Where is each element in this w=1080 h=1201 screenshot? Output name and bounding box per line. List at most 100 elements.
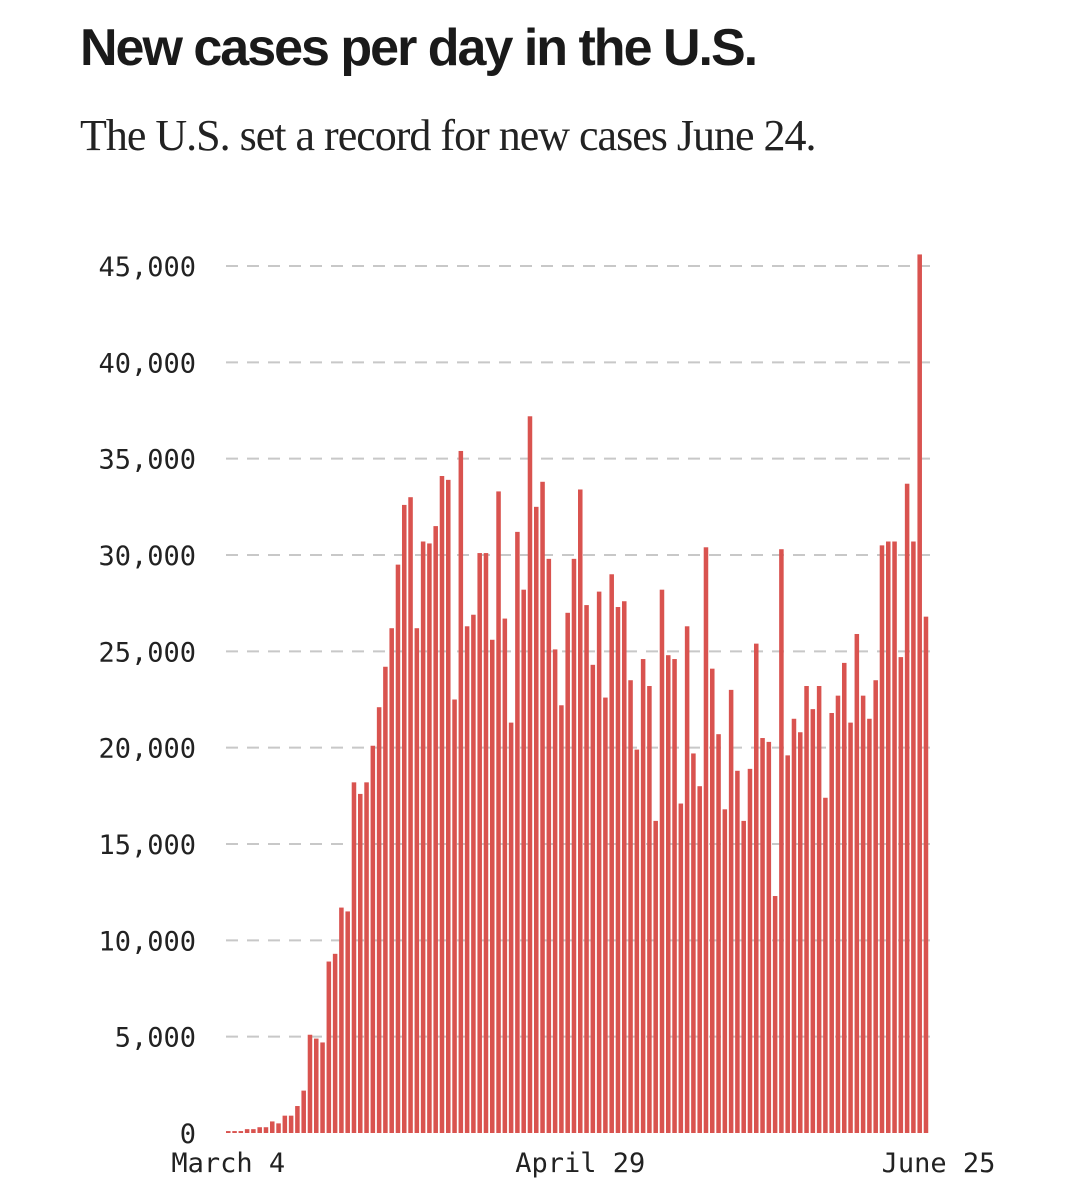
y-tick-label: 20,000 bbox=[98, 734, 196, 765]
bar bbox=[238, 1131, 244, 1133]
bar bbox=[760, 738, 765, 1133]
bar bbox=[251, 1129, 256, 1133]
bar bbox=[546, 558, 552, 1133]
bar bbox=[320, 1042, 325, 1133]
bar bbox=[402, 504, 407, 1133]
bar bbox=[904, 483, 910, 1134]
bar bbox=[596, 591, 602, 1133]
bar bbox=[691, 753, 696, 1133]
bar bbox=[684, 626, 690, 1133]
bar bbox=[276, 1123, 281, 1133]
bar bbox=[527, 416, 533, 1133]
bar bbox=[282, 1115, 288, 1133]
bar bbox=[471, 614, 476, 1133]
bar bbox=[917, 254, 922, 1133]
bar bbox=[270, 1121, 275, 1133]
bar bbox=[703, 547, 709, 1133]
y-tick-label: 30,000 bbox=[98, 541, 196, 572]
bar bbox=[835, 695, 841, 1133]
bar bbox=[395, 564, 401, 1133]
bar bbox=[389, 628, 394, 1133]
bar bbox=[923, 616, 929, 1133]
bar bbox=[452, 699, 457, 1133]
bar bbox=[898, 657, 904, 1133]
bar bbox=[534, 506, 539, 1134]
bar bbox=[603, 697, 608, 1133]
bar bbox=[867, 718, 872, 1133]
bar bbox=[728, 689, 734, 1133]
bar bbox=[622, 601, 627, 1133]
x-axis: March 4 April 29 June 25 bbox=[171, 1148, 995, 1179]
bar bbox=[816, 686, 822, 1133]
bar bbox=[672, 659, 677, 1133]
chart-title: New cases per day in the U.S. bbox=[80, 19, 758, 77]
bar bbox=[741, 820, 746, 1133]
bar bbox=[464, 626, 470, 1133]
y-tick-label: 15,000 bbox=[98, 830, 196, 861]
y-tick-label: 0 bbox=[180, 1119, 196, 1150]
bar bbox=[628, 680, 633, 1133]
bar bbox=[779, 549, 784, 1133]
bar bbox=[766, 741, 772, 1133]
y-tick-label: 35,000 bbox=[98, 445, 196, 476]
bar bbox=[295, 1106, 300, 1133]
bar bbox=[515, 531, 520, 1133]
bar bbox=[666, 655, 671, 1133]
bars-layer bbox=[226, 254, 929, 1134]
bar bbox=[496, 491, 501, 1133]
bar bbox=[571, 558, 577, 1133]
bar bbox=[747, 768, 753, 1133]
bar bbox=[722, 809, 728, 1133]
bar bbox=[307, 1034, 313, 1133]
bar bbox=[854, 633, 860, 1133]
y-tick-label: 25,000 bbox=[98, 637, 196, 668]
x-tick-label: June 25 bbox=[882, 1148, 996, 1179]
bar bbox=[848, 722, 853, 1133]
bar bbox=[911, 541, 916, 1133]
bar bbox=[326, 961, 332, 1133]
bar bbox=[433, 526, 438, 1133]
y-tick-label: 45,000 bbox=[98, 252, 196, 283]
bar bbox=[540, 481, 545, 1133]
bar bbox=[892, 541, 897, 1133]
bar bbox=[804, 686, 809, 1133]
bar bbox=[383, 666, 388, 1133]
bar bbox=[552, 649, 558, 1133]
bar bbox=[584, 605, 589, 1133]
bar bbox=[521, 589, 526, 1133]
bar bbox=[502, 618, 508, 1133]
bar bbox=[439, 476, 445, 1133]
bar bbox=[244, 1129, 250, 1133]
bar bbox=[414, 628, 420, 1133]
x-tick-label: April 29 bbox=[515, 1148, 645, 1179]
bar bbox=[565, 612, 570, 1133]
bar bbox=[408, 497, 413, 1133]
bar bbox=[823, 797, 828, 1133]
bar bbox=[659, 589, 665, 1133]
bar bbox=[609, 574, 614, 1133]
bar bbox=[829, 712, 834, 1133]
bar bbox=[697, 786, 702, 1133]
bar bbox=[634, 749, 640, 1133]
bar bbox=[810, 709, 816, 1133]
bar bbox=[772, 896, 778, 1133]
bar bbox=[339, 907, 344, 1133]
bar bbox=[477, 553, 482, 1133]
bar bbox=[798, 732, 803, 1133]
bar bbox=[785, 755, 790, 1133]
bar bbox=[332, 953, 338, 1133]
bar bbox=[370, 745, 376, 1133]
bar bbox=[345, 911, 350, 1133]
bar bbox=[301, 1090, 306, 1133]
bar bbox=[873, 680, 878, 1133]
bar bbox=[879, 545, 885, 1133]
bar bbox=[791, 718, 797, 1133]
bar bbox=[364, 782, 369, 1133]
bar bbox=[420, 541, 426, 1133]
bar bbox=[376, 707, 382, 1133]
bar bbox=[653, 820, 658, 1133]
y-tick-label: 5,000 bbox=[115, 1023, 196, 1054]
bar bbox=[710, 668, 715, 1133]
bar bbox=[458, 450, 464, 1134]
